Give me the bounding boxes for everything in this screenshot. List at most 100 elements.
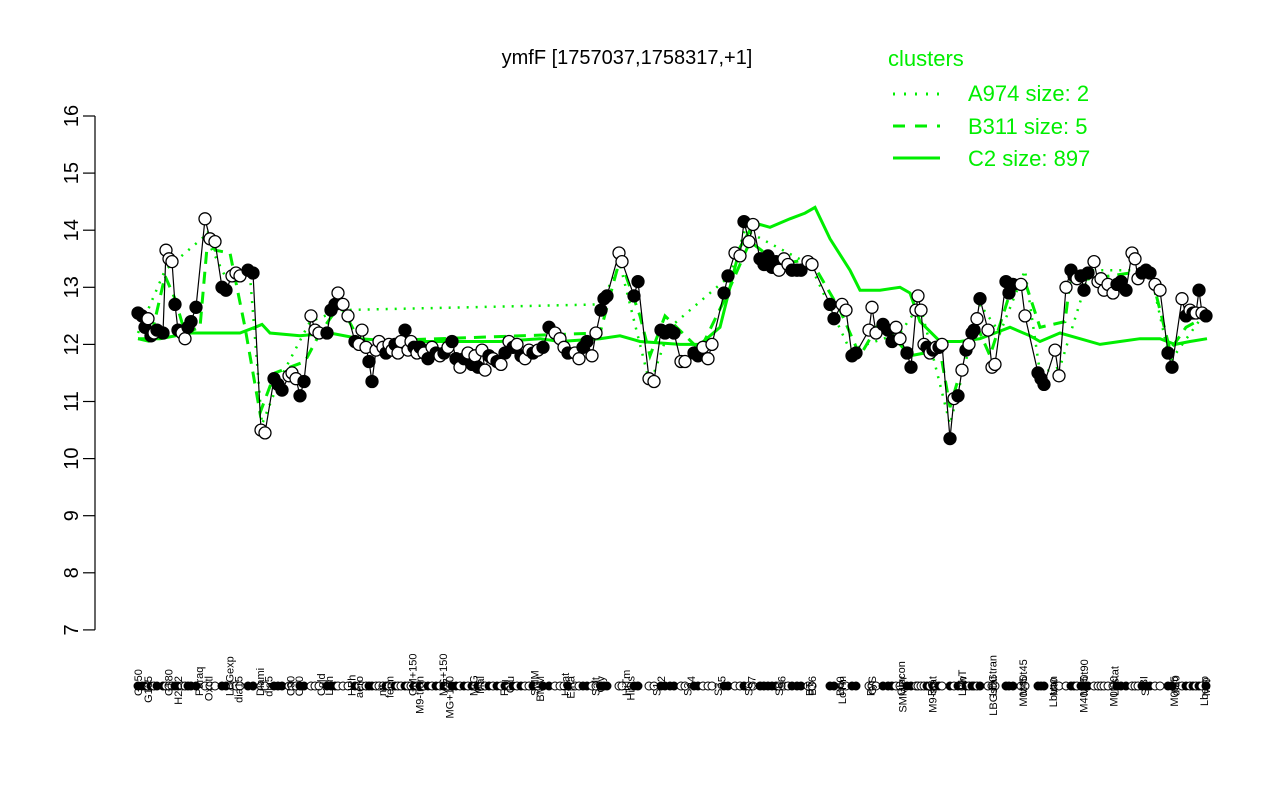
x-tick-label: Mt0	[1048, 678, 1060, 696]
legend: clusters A974 size: 2 B311 size: 5 C2 si…	[888, 46, 1090, 171]
data-point	[536, 340, 550, 354]
x-tick-label: G135	[143, 676, 155, 703]
y-tick-label: 9	[61, 510, 83, 521]
x-tick-label: LoTm	[837, 676, 849, 704]
x-tick-label: Cold	[316, 673, 328, 696]
data-point	[365, 374, 379, 389]
y-tick-label: 8	[61, 567, 83, 578]
data-point	[494, 357, 508, 372]
x-tick-label: Pyr	[865, 679, 877, 696]
x-tick-label: G/S	[867, 676, 879, 695]
chart-title: ymfF [1757037,1758317,+1]	[502, 47, 753, 69]
data-point	[258, 426, 272, 440]
data-point	[1087, 254, 1101, 269]
x-tick-label: M0t45	[1169, 676, 1181, 707]
rug-point	[191, 681, 201, 691]
y-tick-label: 13	[61, 276, 83, 298]
rug-point	[807, 681, 817, 691]
data-point	[331, 286, 345, 300]
data-point	[1128, 252, 1142, 266]
data-point	[478, 363, 492, 377]
x-tick-label: B36	[807, 676, 819, 696]
x-tick-label: M40t90	[1079, 659, 1091, 696]
x-tick-label: LPhT	[957, 669, 969, 696]
data-point	[600, 289, 614, 303]
data-point	[320, 326, 334, 340]
data-point	[1153, 283, 1167, 297]
data-point	[1199, 309, 1213, 323]
rug-point	[1008, 681, 1018, 691]
legend-entry-a974: A974 size: 2	[968, 81, 1089, 106]
data-point	[914, 303, 928, 317]
data-point	[297, 374, 311, 389]
data-point	[1059, 280, 1073, 294]
data-point	[955, 363, 969, 377]
x-tick-label: Gly	[596, 676, 608, 693]
x-tick-label: M9-tran	[415, 676, 427, 714]
x-tick-label: Mt0	[1201, 678, 1213, 696]
x-tick-label: Sw	[958, 676, 970, 691]
x-tick-label: Mal	[475, 676, 487, 694]
data-point	[678, 354, 692, 369]
rug-point	[707, 681, 717, 691]
y-tick-label: 7	[61, 624, 83, 635]
data-point	[935, 337, 949, 352]
x-tick-label: dia15	[234, 676, 246, 703]
x-tick-label: B60	[835, 676, 847, 696]
data-point	[246, 266, 260, 280]
data-point	[594, 303, 608, 317]
data-point	[168, 297, 182, 312]
x-tick-label: S0	[1140, 683, 1152, 696]
y-tick-label: 15	[61, 162, 83, 184]
data-point	[510, 337, 524, 352]
data-point	[631, 274, 645, 289]
x-tick-label: aero	[354, 676, 366, 698]
x-tick-label: S6	[777, 676, 789, 689]
data-point	[355, 323, 369, 337]
data-point	[1018, 309, 1032, 323]
rug-point	[1155, 681, 1165, 691]
x-tick-label: LBGexp	[225, 656, 237, 696]
data-point	[293, 389, 307, 403]
x-tick-label: HPh	[347, 675, 359, 696]
data-point	[746, 217, 760, 232]
data-point	[156, 326, 170, 340]
x-tick-label: BT	[804, 682, 816, 696]
data-point	[667, 326, 681, 340]
x-tick-label: Lbexp	[1199, 676, 1211, 706]
rug-point	[602, 681, 612, 691]
data-point	[701, 352, 715, 366]
data-point	[893, 332, 907, 346]
data-point	[721, 269, 735, 283]
x-tick-label: G180	[164, 669, 176, 696]
data-point	[1048, 343, 1062, 357]
data-point	[1119, 283, 1133, 297]
data-point	[1175, 292, 1189, 306]
x-tick-label: M0t90	[1108, 676, 1120, 707]
data-point	[869, 326, 883, 340]
y-tick-label: 11	[61, 391, 83, 412]
cluster-line-dashed	[137, 230, 1208, 419]
x-axis-rug	[133, 681, 1211, 691]
data-point	[275, 383, 289, 397]
data-point	[823, 297, 837, 312]
x-tick-label: Lbtran	[1048, 676, 1060, 707]
data-point	[198, 212, 212, 226]
rug-point	[975, 681, 985, 691]
data-points	[131, 212, 1213, 446]
data-point	[943, 431, 957, 446]
x-tick-label: Fru	[499, 680, 511, 697]
x-tick-label: S7	[746, 676, 758, 689]
x-tick-label: S8	[774, 683, 786, 696]
x-tick-label: nit	[377, 684, 389, 696]
data-point	[865, 300, 879, 314]
y-axis: 7 8 9 10 11 12 13 14 15 16	[61, 105, 96, 635]
data-point	[219, 283, 233, 297]
data-point	[445, 334, 459, 349]
x-tick-label: BI	[1139, 676, 1151, 686]
x-tick-label: C30	[294, 676, 306, 696]
x-tick-label: HiTm	[621, 670, 633, 696]
rug-point	[1039, 681, 1049, 691]
data-point	[962, 337, 976, 352]
